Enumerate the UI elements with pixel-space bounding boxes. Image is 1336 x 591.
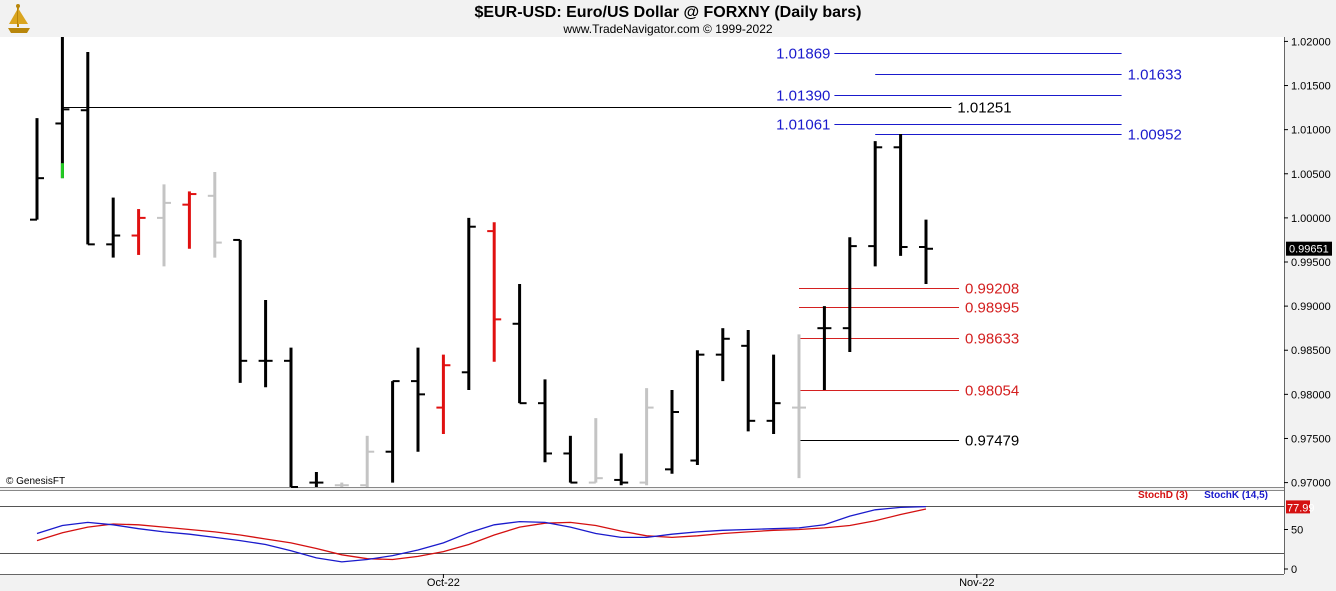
ohlc-bar [385,380,400,483]
ohlc-bar [284,347,298,488]
level-label: 0.98054 [965,383,1019,400]
level-label: 1.01869 [776,46,830,63]
stochastic-legend: StochD (3) StochK (14,5) [1138,490,1268,501]
stoch-last-box [1286,500,1310,514]
level-0.97479: 0.97479 [799,433,1019,450]
level-label: 1.00952 [1128,127,1182,144]
price-bars [30,37,933,488]
x-axis: Oct-22 Nov-22 [427,574,995,589]
x-tick-label: Nov-22 [959,577,994,589]
ohlc-bar [563,435,578,484]
level-label: 0.99208 [965,281,1019,298]
chart-subtitle: www.TradeNavigator.com © 1999-2022 [562,22,772,36]
stoch-tick-label: 0 [1291,564,1297,576]
ohlc-bar [30,118,44,221]
y-tick-label: 0.98500 [1291,345,1331,357]
level-1.01869: 1.01869 [776,46,1122,63]
ohlc-bar [741,329,756,432]
ohlc-bar [538,379,552,463]
y-tick-label: 1.00000 [1291,213,1331,225]
y-tick-label: 1.02000 [1291,36,1331,48]
ohlc-bar [182,191,197,249]
stochastic-axis: 50 0 77.99 [1284,500,1315,576]
y-tick-label: 0.97500 [1291,433,1331,445]
stoch-series-k [36,505,927,563]
ohlc-bar [512,284,527,405]
ohlc-bar [868,141,883,267]
legend-stoch-d: StochD (3) [1138,490,1188,501]
ohlc-bar [792,334,806,479]
ohlc-bar [614,453,629,486]
ohlc-bar [842,237,857,352]
ohlc-bar [893,134,908,256]
level-label: 1.01061 [776,117,830,134]
ohlc-bar [639,388,654,486]
legend-stoch-k: StochK (14,5) [1204,490,1268,501]
stoch-series-d [36,508,927,561]
last-price-box [1286,241,1332,256]
ohlc-bar [309,472,324,487]
ohlc-bar [157,184,171,267]
ohlc-bar [55,37,70,179]
level-label: 1.01390 [776,88,830,105]
level-label: 1.01251 [957,100,1011,117]
stochastic-lines [0,505,1284,563]
ohlc-bar [233,238,248,383]
ohlc-bar [766,354,781,435]
y-tick-label: 1.00500 [1291,169,1331,181]
ohlc-bar [207,172,222,258]
ship-wheel-logo-icon [8,4,30,33]
level-1.00952: 1.00952 [875,127,1182,144]
last-price-label: 0.99651 [1289,244,1329,256]
logo [8,4,30,33]
level-label: 0.98633 [965,331,1019,348]
level-0.99208: 0.99208 [799,281,1019,298]
ohlc-bar [258,299,273,388]
ohlc-bar [919,219,933,285]
y-tick-label: 0.98000 [1291,389,1331,401]
y-tick-label: 1.01000 [1291,125,1331,137]
ohlc-bar [436,354,451,435]
genesis-watermark: © GenesisFT [6,476,65,487]
ohlc-bar [665,389,679,474]
ohlc-bar [817,306,832,390]
level-1.01390: 1.01390 [776,88,1122,105]
stoch-last-label: 77.99 [1287,502,1315,514]
price-axis: 1.02000 1.01500 1.01000 1.00500 1.00000 0.995… [1284,36,1332,490]
ohlc-bar [334,482,349,487]
ohlc-bar [487,222,502,362]
level-label: 0.97479 [965,433,1019,450]
ohlc-bar [106,197,121,258]
price-panel [0,37,1284,487]
level-1.01061: 1.01061 [776,117,1122,134]
chart-title: $EUR-USD: Euro/US Dollar @ FORXNY (Daily… [475,4,862,21]
level-label: 0.98995 [965,300,1019,317]
level-label: 1.01633 [1128,67,1182,84]
y-tick-label: 0.97000 [1291,478,1331,490]
ohlc-bar [360,435,375,487]
ohlc-bar [131,209,146,255]
y-tick-label: 0.99000 [1291,301,1331,313]
x-tick-label: Oct-22 [427,577,460,589]
ohlc-bar [80,52,95,246]
ohlc-bar [411,347,425,452]
stochastic-panel [0,490,1284,574]
y-tick-label: 0.99500 [1291,257,1331,269]
level-0.98054: 0.98054 [799,383,1019,400]
ohlc-bar [715,328,730,382]
stoch-tick-label: 50 [1291,525,1303,537]
level-1.01251: 1.01251 [62,100,1012,117]
ohlc-bar [461,217,476,390]
ohlc-bar [588,418,603,484]
y-tick-label: 1.01500 [1291,81,1331,93]
ohlc-bar [690,350,705,465]
level-1.01633: 1.01633 [875,67,1182,84]
